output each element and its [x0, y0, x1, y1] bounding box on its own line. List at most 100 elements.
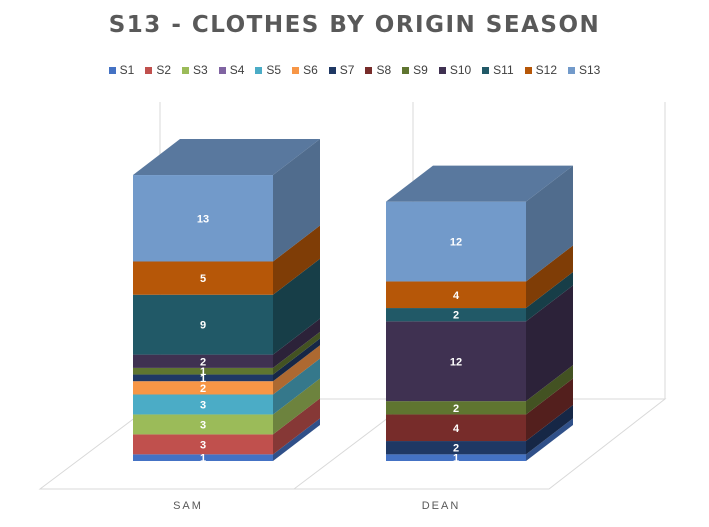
bar-side-sam-s12: [273, 225, 320, 295]
legend-label: S12: [535, 63, 557, 77]
bar-sam-s12: [133, 261, 273, 295]
legend-item-s13: S13: [568, 63, 600, 77]
data-label-dean-s8: 4: [453, 423, 460, 435]
data-label-sam-s11: 9: [200, 320, 206, 332]
bar-top-dean: [386, 165, 573, 202]
legend-swatch: [292, 66, 300, 74]
legend-item-s12: S12: [524, 63, 557, 77]
legend-item-s9: S9: [402, 63, 428, 77]
bar-dean-s1: [386, 454, 526, 461]
legend-label: S4: [229, 63, 245, 77]
legend-label: S8: [376, 63, 392, 77]
bar-side-sam-s3: [273, 378, 320, 435]
legend-label: S13: [579, 63, 601, 77]
chart-legend: S1 S2 S3 S4 S5 S6 S7 S8 S9 S10 S11 S12 S13: [0, 63, 709, 77]
bar-side-sam-s5: [273, 358, 320, 415]
legend-swatch: [182, 66, 189, 74]
legend-item-s6: S6: [292, 63, 318, 77]
bar-dean-s7: [386, 441, 526, 455]
bar-sam-s13: [133, 175, 273, 262]
bar-dean-s10: [386, 321, 526, 402]
bar-side-sam-s11: [273, 258, 320, 355]
legend-item-s2: S2: [145, 63, 171, 77]
bar-dean-s8: [386, 414, 526, 442]
legend-swatch: [438, 66, 446, 74]
data-label-sam-s7: 1: [200, 373, 206, 385]
data-label-dean-s11: 2: [453, 310, 459, 322]
data-label-sam-s10: 2: [200, 356, 206, 368]
bar-sam-s3: [133, 414, 273, 435]
legend-swatch: [524, 66, 532, 74]
data-label-sam-s2: 3: [200, 439, 206, 451]
bar-sam-s1: [133, 454, 273, 461]
bar-side-sam-s2: [273, 398, 320, 455]
legend-swatch: [218, 66, 226, 74]
legend-swatch: [568, 66, 575, 74]
data-label-dean-s9: 2: [453, 403, 459, 415]
data-label-sam-s6: 2: [200, 383, 206, 395]
legend-item-s4: S4: [218, 63, 245, 77]
data-label-dean-s12: 4: [453, 290, 460, 302]
legend-swatch: [255, 66, 263, 74]
bar-side-dean-s7: [526, 405, 573, 455]
legend-item-s3: S3: [182, 63, 208, 77]
bar-sam-s5: [133, 394, 273, 415]
bar-side-sam-s1: [273, 418, 320, 461]
legend-item-s1: S1: [108, 63, 135, 77]
legend-label: S6: [303, 63, 318, 77]
bar-sam-s6: [133, 381, 273, 395]
bar-sam-s7: [133, 374, 273, 382]
data-label-dean-s10: 12: [450, 356, 462, 368]
bar-side-dean-s12: [526, 245, 573, 309]
bar-top-sam: [133, 139, 320, 176]
bar-side-dean-s8: [526, 378, 573, 442]
category-label-dean: DEAN: [422, 500, 461, 512]
data-label-sam-s9: 1: [200, 366, 206, 378]
bar-sam-s9: [133, 367, 273, 375]
legend-item-s8: S8: [365, 63, 391, 77]
bar-side-sam-s9: [273, 331, 320, 375]
data-label-dean-s13: 12: [450, 237, 462, 249]
data-label-sam-s12: 5: [200, 273, 206, 285]
bar-dean-s9: [386, 401, 526, 415]
legend-label: S5: [266, 63, 282, 77]
bar-side-dean-s11: [526, 272, 573, 322]
legend-swatch: [108, 66, 116, 74]
bar-sam-s11: [133, 294, 273, 355]
legend-swatch: [145, 66, 153, 74]
bar-dean-s11: [386, 308, 526, 322]
legend-label: S1: [119, 63, 135, 77]
legend-label: S2: [156, 63, 171, 77]
data-label-sam-s3: 3: [200, 419, 206, 431]
legend-swatch: [365, 66, 373, 74]
chart-title: S13 - CLOTHES BY ORIGIN SEASON: [108, 12, 601, 38]
data-label-sam-s5: 3: [200, 399, 206, 411]
bar-side-sam-s7: [273, 338, 320, 382]
legend-item-s5: S5: [255, 63, 281, 77]
bar-dean-s13: [386, 201, 526, 282]
data-label-sam-s1: 1: [200, 453, 206, 465]
bar-sam-s10: [133, 354, 273, 368]
bar-side-dean-s9: [526, 365, 573, 415]
bar-side-dean-s10: [526, 285, 573, 402]
legend-item-s7: S7: [328, 63, 355, 77]
bar-side-sam-s13: [273, 139, 320, 262]
legend-label: S3: [193, 63, 208, 77]
legend-label: S7: [339, 63, 355, 77]
category-label-sam: SAM: [173, 500, 203, 512]
data-label-dean-s7: 2: [453, 443, 459, 455]
data-label-sam-s13: 13: [197, 213, 209, 225]
legend-label: S9: [413, 63, 428, 77]
legend-item-s10: S10: [438, 63, 472, 77]
data-label-dean-s1: 1: [453, 453, 459, 465]
legend-item-s11: S11: [482, 63, 514, 77]
legend-swatch: [482, 66, 490, 74]
legend-label: S10: [449, 63, 472, 77]
bar-dean-s12: [386, 281, 526, 309]
legend-label: S11: [493, 63, 514, 77]
legend-swatch: [328, 66, 336, 74]
